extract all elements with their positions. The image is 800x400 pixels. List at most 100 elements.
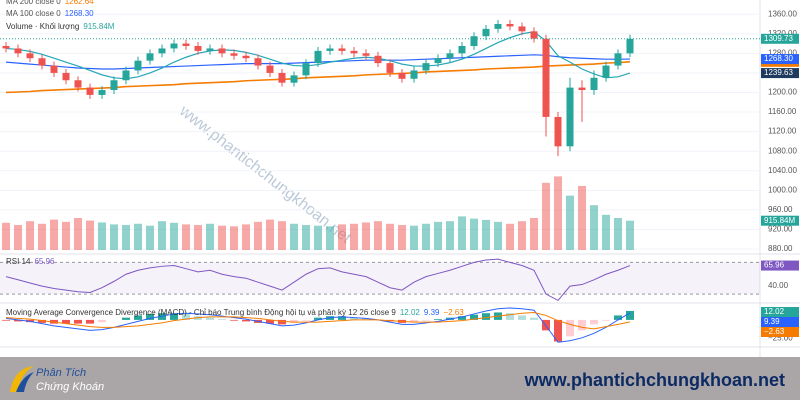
macd-histogram-bar (566, 319, 574, 337)
volume-bar (158, 221, 166, 250)
volume-bar (398, 225, 406, 250)
volume-bar (566, 195, 574, 250)
macd-histogram-bar (86, 319, 94, 324)
y-tick-label: 1320.00 (768, 29, 797, 38)
volume-bar (242, 224, 250, 250)
candle-body (422, 63, 430, 71)
candle-body (170, 43, 178, 49)
footer (0, 357, 800, 400)
volume-bar (86, 220, 94, 250)
macd-label: 9.39 (764, 317, 780, 326)
volume-bar (2, 222, 10, 250)
y-tick-label: 960.00 (768, 205, 793, 214)
macd-histogram-bar (434, 319, 442, 320)
macd-histogram-bar (278, 319, 286, 325)
volume-bar (386, 223, 394, 250)
volume-bar (110, 224, 118, 250)
macd-histogram-bar (2, 319, 10, 321)
volume-bar (494, 221, 502, 250)
candle-body (254, 58, 262, 66)
legend-text: 12.02 (400, 308, 421, 317)
logo-text: Phân Tích (36, 367, 86, 379)
volume-bar (206, 223, 214, 250)
macd-histogram-bar (530, 317, 538, 320)
macd-histogram-bar (470, 314, 478, 320)
candle-body (278, 72, 286, 83)
volume-bar (62, 221, 70, 250)
candle-body (2, 45, 10, 49)
legend-text: 1262.64 (65, 0, 94, 6)
volume-bar (314, 225, 322, 250)
macd-histogram-bar (614, 315, 622, 320)
volume-bar (542, 182, 550, 250)
legend-text: RSI 14 (6, 257, 31, 266)
volume-bar (50, 219, 58, 250)
candle-body (38, 58, 46, 66)
y-tick-label: 920.00 (768, 225, 793, 234)
candle-body (614, 53, 622, 66)
candle-body (290, 75, 298, 83)
volume-bar (626, 220, 634, 250)
macd-histogram-bar (218, 319, 226, 320)
candle-body (374, 55, 382, 64)
macd-label-bg (761, 327, 799, 337)
volume-bar (146, 225, 154, 250)
macd-label: 12.02 (764, 307, 785, 316)
volume-bar (578, 186, 586, 250)
candle-body (206, 48, 214, 51)
macd-histogram-bar (410, 319, 418, 323)
volume-bar (410, 225, 418, 250)
candle-body (134, 60, 142, 71)
rsi-band (0, 262, 760, 295)
macd-histogram-bar (554, 319, 562, 342)
candle-body (338, 48, 346, 51)
candle-body (326, 48, 334, 51)
volume-bar (98, 222, 106, 250)
volume-bar (458, 216, 466, 250)
volume-bar (350, 223, 358, 250)
volume-bar (338, 224, 346, 250)
candle-body (314, 50, 322, 64)
candle-body (626, 38, 634, 54)
legend-text: Volume · Khối lượng (6, 22, 79, 31)
macd-histogram-bar (170, 313, 178, 320)
macd-histogram-bar (266, 319, 274, 324)
candle-body (566, 87, 574, 147)
macd-histogram-bar (362, 318, 370, 320)
legend-text: 65.96 (34, 257, 55, 266)
y-tick-label: 880.00 (768, 244, 793, 253)
rsi-line (5, 258, 631, 302)
macd-histogram-bar (290, 319, 298, 323)
ma-label-bg (761, 54, 799, 65)
macd-histogram-bar (578, 319, 586, 331)
macd-histogram-bar (74, 319, 82, 324)
macd-histogram-bar (338, 316, 346, 320)
macd-histogram-bar (134, 315, 142, 320)
macd-histogram-bar (38, 319, 46, 323)
y-tick-label: 40.00 (768, 281, 789, 290)
macd-label: −2.63 (764, 327, 785, 336)
macd-histogram-bar (506, 313, 514, 320)
candle-body (518, 26, 526, 32)
macd-line (5, 307, 631, 343)
candle-body (350, 50, 358, 54)
candle-body (266, 65, 274, 73)
volume-bar (362, 222, 370, 250)
volume-bar (74, 218, 82, 250)
volume-bar (290, 223, 298, 250)
volume-bar (446, 221, 454, 250)
volume-bar (482, 219, 490, 250)
y-tick-label: 1000.00 (768, 185, 797, 194)
macd-histogram-bar (98, 319, 106, 323)
macd-histogram-bar (590, 319, 598, 325)
last-price-label-bg (761, 33, 799, 44)
macd-histogram-bar (14, 319, 22, 322)
macd-histogram-bar (146, 313, 154, 320)
footer-url: www.phantichchungkhoan.net (524, 370, 785, 390)
volume-bar (434, 221, 442, 250)
candle-body (446, 53, 454, 59)
volume-bar (254, 221, 262, 250)
legend-text: MA 200 close 0 (6, 0, 61, 6)
volume-bar (218, 225, 226, 250)
